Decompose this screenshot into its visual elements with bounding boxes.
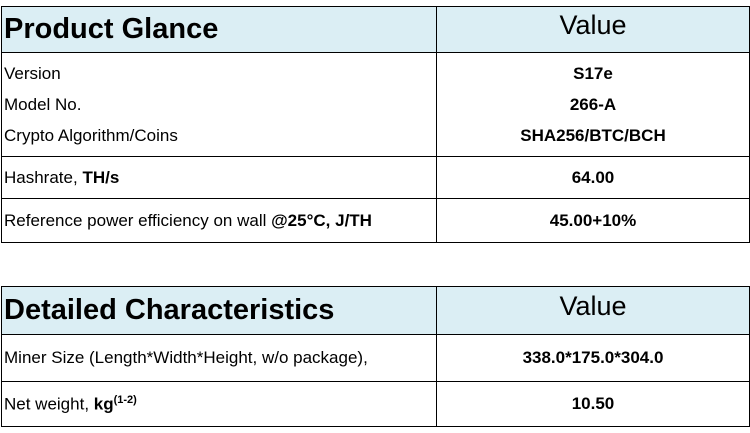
- net-weight-footnote: (1-2): [113, 393, 137, 406]
- details-title: Detailed Characteristics: [1, 286, 437, 335]
- algorithm-label: Crypto Algorithm/Coins: [4, 126, 178, 145]
- basic-info-row: Version Model No. Crypto Algorithm/Coins…: [1, 52, 750, 157]
- efficiency-unit: @25°C, J/TH: [271, 210, 372, 230]
- net-weight-value: 10.50: [436, 381, 750, 427]
- model-value: 266-A: [569, 95, 617, 114]
- algorithm-value: SHA256/BTC/BCH: [520, 126, 666, 145]
- hashrate-unit: TH/s: [82, 167, 120, 187]
- product-glance-header-row: Product Glance Value: [1, 6, 750, 53]
- net-weight-label-cell: Net weight, kg(1-2): [1, 381, 437, 427]
- efficiency-row: Reference power efficiency on wall @25°C…: [1, 198, 750, 243]
- miner-size-value: 338.0*175.0*304.0: [436, 334, 750, 382]
- efficiency-label-cell: Reference power efficiency on wall @25°C…: [1, 198, 437, 243]
- product-glance-value-header: Value: [436, 6, 750, 53]
- hashrate-value: 64.00: [436, 156, 750, 199]
- hashrate-row: Hashrate, TH/s 64.00: [1, 156, 750, 199]
- basic-info-labels: Version Model No. Crypto Algorithm/Coins: [1, 52, 437, 157]
- net-weight-label: Net weight,: [4, 394, 94, 414]
- efficiency-value: 45.00+10%: [436, 198, 750, 243]
- basic-info-values: S17e 266-A SHA256/BTC/BCH: [436, 52, 750, 157]
- product-glance-title: Product Glance: [1, 6, 437, 53]
- hashrate-label: Hashrate,: [4, 167, 83, 187]
- net-weight-row: Net weight, kg(1-2) 10.50: [1, 381, 750, 427]
- product-glance-table: Product Glance Value Version Model No. C…: [1, 6, 750, 243]
- detailed-characteristics-table: Detailed Characteristics Value Miner Siz…: [1, 286, 750, 427]
- details-header-row: Detailed Characteristics Value: [1, 286, 750, 335]
- net-weight-unit: kg: [93, 394, 114, 414]
- details-value-header: Value: [436, 286, 750, 335]
- efficiency-label: Reference power efficiency on wall: [4, 210, 272, 230]
- hashrate-label-cell: Hashrate, TH/s: [1, 156, 437, 199]
- version-label: Version: [4, 64, 61, 83]
- miner-size-row: Miner Size (Length*Width*Height, w/o pac…: [1, 334, 750, 382]
- miner-size-label: Miner Size (Length*Width*Height, w/o pac…: [1, 334, 437, 382]
- model-label: Model No.: [4, 95, 82, 114]
- version-value: S17e: [573, 64, 613, 83]
